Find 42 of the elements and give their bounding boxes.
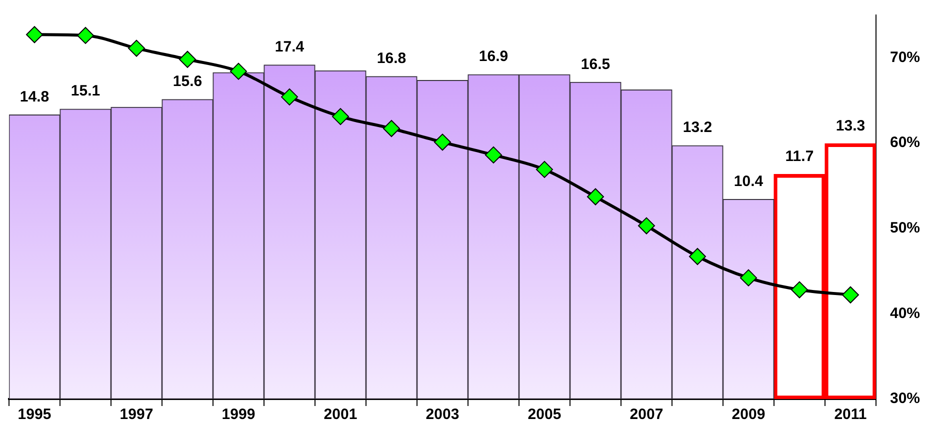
point bbox=[332, 108, 349, 126]
point bbox=[484, 146, 502, 164]
y2-tick-label: 70% bbox=[890, 48, 920, 66]
x-tick-label: 2007 bbox=[630, 406, 664, 424]
point bbox=[740, 269, 757, 286]
point bbox=[128, 40, 145, 57]
data-label: 10.4 bbox=[734, 172, 764, 190]
point bbox=[790, 281, 808, 298]
x-tick-label: 1999 bbox=[222, 406, 256, 424]
x-tick-label: 2011 bbox=[834, 406, 867, 424]
data-label: 11.7 bbox=[785, 148, 814, 165]
x-tick-label: 2003 bbox=[426, 406, 460, 424]
y2-tick-label: 40% bbox=[890, 304, 920, 322]
data-label: 15.1 bbox=[70, 82, 100, 100]
data-label: 16.8 bbox=[376, 50, 406, 68]
y2-tick-label: 50% bbox=[890, 219, 920, 236]
x-tick-label: 1997 bbox=[120, 406, 154, 424]
data-label: 17.4 bbox=[274, 38, 305, 56]
x-tick-label: 2001 bbox=[324, 406, 358, 424]
data-label: 15.6 bbox=[172, 73, 202, 90]
point bbox=[586, 188, 604, 206]
point bbox=[230, 62, 247, 80]
y2-tick-label: 30% bbox=[890, 390, 920, 408]
y2-tick-label: 60% bbox=[890, 134, 920, 152]
point bbox=[178, 50, 196, 68]
x-tick-label: 2005 bbox=[528, 406, 562, 424]
x-tick-label: 2009 bbox=[732, 406, 766, 424]
point bbox=[638, 217, 655, 234]
data-label: 13.2 bbox=[682, 119, 712, 136]
point bbox=[77, 26, 94, 44]
data-label: 13.3 bbox=[836, 117, 866, 134]
data-label: 14.8 bbox=[20, 88, 50, 106]
point bbox=[688, 248, 706, 265]
point bbox=[434, 134, 451, 151]
point bbox=[26, 26, 43, 44]
data-label: 16.5 bbox=[580, 56, 610, 73]
point bbox=[280, 88, 298, 106]
point bbox=[842, 286, 859, 304]
point bbox=[382, 120, 400, 137]
x-tick-label: 1995 bbox=[18, 406, 52, 424]
point bbox=[536, 160, 553, 178]
data-label: 16.9 bbox=[478, 48, 508, 66]
